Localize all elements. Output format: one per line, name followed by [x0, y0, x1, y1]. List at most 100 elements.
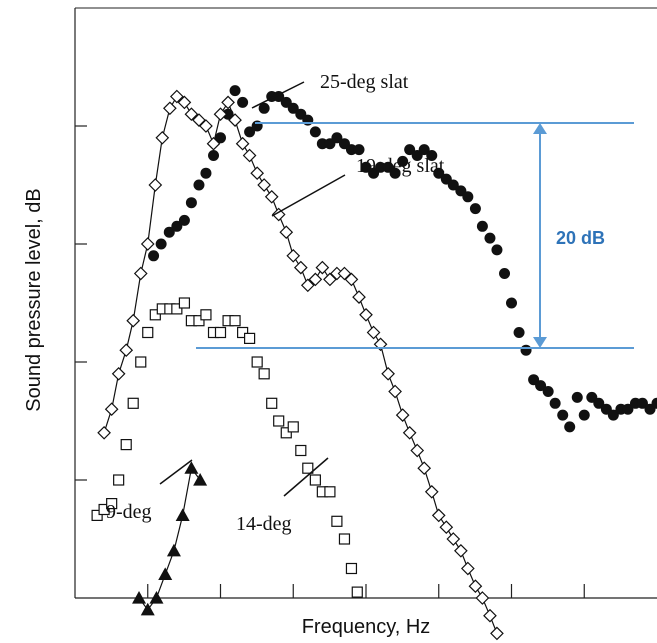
data-point	[208, 150, 220, 161]
data-point	[309, 126, 321, 138]
data-point	[214, 326, 227, 339]
data-point	[351, 586, 363, 598]
data-point	[229, 85, 241, 97]
delta-arrow-head-up	[533, 123, 547, 134]
data-point	[651, 397, 657, 409]
data-point	[215, 132, 226, 144]
data-point	[132, 591, 147, 604]
data-point	[418, 144, 430, 156]
data-point	[264, 189, 279, 204]
data-point	[557, 409, 569, 421]
delta-arrow-head-down	[533, 337, 547, 348]
label-25deg-slat: 25-deg slat	[320, 71, 409, 93]
data-point	[229, 315, 241, 327]
data-point	[166, 543, 181, 557]
data-point	[389, 167, 401, 179]
data-point	[323, 272, 337, 287]
data-point	[360, 161, 372, 173]
data-point	[120, 439, 132, 451]
data-point	[142, 326, 154, 339]
data-point	[375, 161, 387, 173]
data-point	[140, 237, 155, 251]
data-point	[91, 509, 103, 521]
data-point	[520, 344, 532, 356]
data-point	[251, 356, 263, 368]
leader-9deg	[159, 459, 193, 485]
x-axis-title: Frequency, Hz	[302, 616, 431, 638]
data-point	[286, 248, 301, 263]
data-point	[499, 268, 511, 279]
data-point	[426, 150, 438, 161]
data-point	[578, 409, 590, 421]
data-point	[155, 238, 167, 250]
data-point	[402, 425, 417, 440]
label-9deg: 9-deg	[106, 501, 152, 523]
data-point	[417, 461, 432, 476]
data-point	[98, 503, 110, 516]
data-point	[206, 136, 221, 151]
data-point	[454, 543, 468, 558]
data-point	[300, 278, 315, 293]
data-point	[279, 225, 294, 240]
data-point	[119, 343, 134, 358]
data-point	[104, 402, 119, 417]
data-point	[388, 384, 402, 399]
data-point	[148, 250, 160, 262]
data-point	[184, 461, 199, 474]
data-point	[535, 380, 547, 392]
data-point	[295, 444, 307, 457]
data-point	[483, 608, 497, 623]
data-point	[461, 561, 475, 576]
data-point	[97, 425, 111, 440]
data-point	[244, 126, 256, 138]
data-point	[185, 197, 197, 209]
data-point	[571, 391, 583, 403]
data-point	[106, 498, 118, 510]
label-19deg-slat: 19-deg slat	[356, 155, 445, 177]
data-point	[359, 307, 373, 322]
data-point	[158, 567, 173, 580]
data-point	[250, 166, 265, 181]
data-point	[462, 191, 474, 203]
y-axis-title: Sound pressure level, dB	[23, 188, 45, 411]
data-point	[446, 532, 461, 546]
data-point	[366, 325, 381, 340]
data-point	[315, 260, 330, 275]
data-point	[593, 397, 605, 409]
data-point	[171, 220, 183, 232]
data-point	[135, 356, 147, 368]
data-point	[302, 462, 314, 474]
data-point	[287, 421, 299, 433]
data-point	[148, 178, 163, 192]
series-19-deg-slat	[97, 89, 504, 641]
data-point	[542, 386, 554, 397]
x-axis-ticks	[147, 584, 585, 598]
data-point	[490, 626, 504, 641]
data-point	[622, 403, 634, 415]
label-14deg: 14-deg	[236, 513, 292, 535]
data-point	[271, 207, 286, 222]
data-point	[549, 397, 561, 409]
data-point	[193, 179, 205, 191]
data-point	[513, 327, 525, 338]
data-point	[178, 214, 190, 226]
data-point	[308, 272, 323, 287]
data-point	[193, 473, 208, 486]
data-point	[199, 119, 213, 133]
data-point	[221, 95, 235, 110]
data-point	[395, 408, 410, 422]
data-point	[439, 520, 454, 535]
data-point	[491, 244, 503, 256]
data-point	[258, 102, 270, 114]
data-point	[222, 108, 234, 120]
data-point	[484, 232, 496, 244]
data-point	[287, 102, 299, 114]
data-point	[237, 96, 249, 108]
data-point	[506, 297, 517, 309]
data-point	[244, 332, 256, 344]
data-point	[309, 474, 321, 486]
data-point	[133, 266, 148, 281]
data-point	[353, 144, 365, 156]
data-point	[228, 113, 242, 127]
